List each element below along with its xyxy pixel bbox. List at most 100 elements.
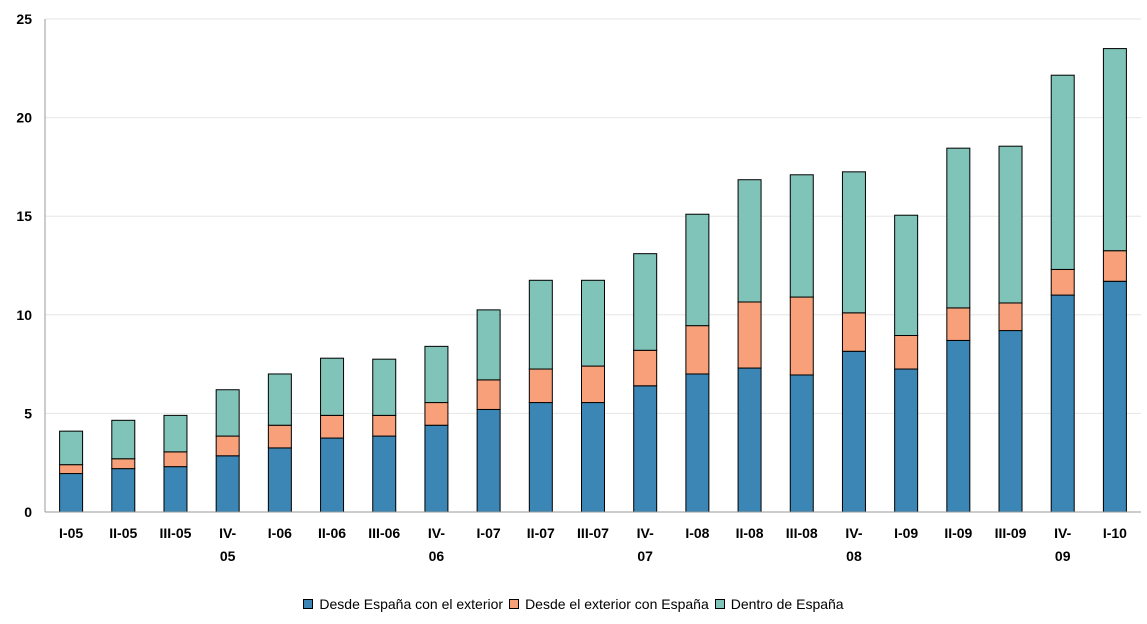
bar-segment <box>998 330 1023 513</box>
y-tick-label: 15 <box>16 208 32 224</box>
x-tick-label: IV-09 <box>1054 525 1071 564</box>
bar-segment <box>946 307 971 341</box>
bar-segment <box>476 379 501 410</box>
legend-item: Dentro de España <box>714 596 844 612</box>
bar-segment <box>111 468 136 513</box>
bar-segment <box>581 279 605 367</box>
legend-item: Desde España con el exterior <box>303 596 503 612</box>
bar-segment <box>685 325 710 375</box>
bar-segment <box>841 171 866 314</box>
bar-segment <box>111 419 136 460</box>
bar-segment <box>424 402 449 426</box>
legend-label: Desde el exterior con España <box>525 596 709 612</box>
bar-segment <box>581 365 605 404</box>
bar-segment <box>215 389 240 437</box>
bar-segment <box>737 301 762 369</box>
bar-segment <box>1102 280 1127 513</box>
x-tick-label: III-09 <box>995 525 1027 541</box>
bar-segment <box>789 174 814 298</box>
bar-segment <box>1050 294 1075 513</box>
legend-label: Desde España con el exterior <box>319 596 504 612</box>
x-tick-label: IV-08 <box>845 525 862 564</box>
legend-swatch <box>303 599 314 609</box>
x-tick-label: I-06 <box>268 525 292 541</box>
bar-segment <box>320 437 345 513</box>
bar-segment <box>737 367 762 513</box>
bar-segment <box>215 435 240 457</box>
bar-segment <box>528 279 553 370</box>
bar-segment <box>111 458 136 470</box>
y-axis: 0 5 10 15 20 25 <box>16 11 46 520</box>
bar-segment <box>476 309 501 381</box>
x-tick-label: I-09 <box>894 525 918 541</box>
bar-segment <box>59 464 84 475</box>
x-tick-label: III-07 <box>577 525 609 541</box>
bar-segment <box>841 312 866 352</box>
bar-segment <box>1050 74 1075 270</box>
bar-segment <box>789 374 814 513</box>
bar-segment <box>59 473 84 513</box>
bar-segment <box>581 402 605 513</box>
y-tick-label: 0 <box>24 504 32 520</box>
legend-label: Dentro de España <box>730 596 844 612</box>
bar-segment <box>789 296 814 376</box>
bar-segment <box>163 451 188 468</box>
bar-segment <box>372 414 397 437</box>
bar-segment <box>1102 250 1127 282</box>
legend-swatch <box>714 599 725 609</box>
x-tick-label: III-08 <box>786 525 818 541</box>
bar-segment <box>1050 268 1075 296</box>
x-tick-label: II-09 <box>944 525 972 541</box>
bar-segment <box>841 350 866 513</box>
bar-segment <box>215 455 240 513</box>
bar-segment <box>946 147 971 309</box>
bar-segment <box>59 430 84 466</box>
bar-segment <box>685 373 710 513</box>
x-axis: I-05 II-05 III-05 IV-05 I-06 II-06 III-06 IV-06… <box>45 511 1141 564</box>
x-tick-label: II-07 <box>527 525 555 541</box>
bar-segment <box>267 373 292 426</box>
bar-segment <box>163 466 188 513</box>
bar-segment <box>267 447 292 513</box>
bar-segment <box>320 414 345 439</box>
bar-segment <box>528 368 553 404</box>
x-tick-label: I-05 <box>59 525 83 541</box>
x-tick-label: III-05 <box>160 525 192 541</box>
y-tick-label: 20 <box>16 110 32 126</box>
bar-segment <box>267 424 292 449</box>
bar-segment <box>946 339 971 513</box>
x-tick-label: II-08 <box>736 525 764 541</box>
legend-item: Desde el exterior con España <box>509 596 709 612</box>
x-tick-label: II-05 <box>109 525 137 541</box>
y-tick-label: 25 <box>16 11 32 27</box>
bar-segment <box>685 213 710 327</box>
x-tick-label: IV-07 <box>637 525 654 564</box>
bar-segment <box>163 414 188 453</box>
bars <box>59 48 1127 513</box>
x-tick-label: II-06 <box>318 525 346 541</box>
bar-segment <box>476 408 501 513</box>
bar-segment <box>372 435 397 513</box>
bar-segment <box>998 302 1023 332</box>
bar-segment <box>424 424 449 513</box>
x-tick-label: IV-05 <box>219 525 236 564</box>
x-tick-label: III-06 <box>368 525 400 541</box>
bar-segment <box>998 145 1023 304</box>
bar-segment <box>633 253 658 351</box>
x-tick-label: I-10 <box>1103 525 1127 541</box>
bar-segment <box>894 214 919 337</box>
x-tick-label: I-08 <box>685 525 709 541</box>
bar-segment <box>633 349 658 387</box>
bar-segment <box>633 385 658 513</box>
bar-segment <box>894 368 919 513</box>
legend-swatch <box>509 599 520 609</box>
bar-segment <box>528 402 553 513</box>
bar-segment <box>894 335 919 370</box>
bar-segment <box>1102 48 1127 252</box>
bar-segment <box>424 345 449 404</box>
legend: Desde España con el exterior Desde el ex… <box>0 596 1147 612</box>
bar-segment <box>737 179 762 303</box>
y-tick-label: 10 <box>16 307 32 323</box>
bar-segment <box>320 357 345 416</box>
